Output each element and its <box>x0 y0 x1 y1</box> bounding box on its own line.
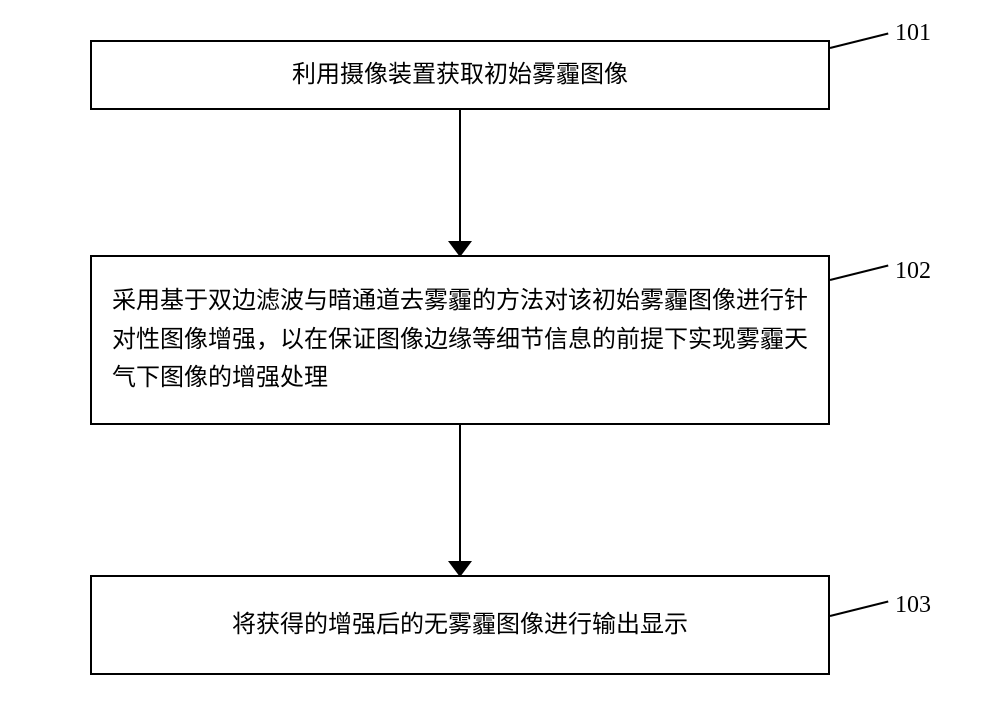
flow-step-2-text: 采用基于双边滤波与暗通道去雾霾的方法对该初始雾霾图像进行针对性图像增强，以在保证… <box>112 282 808 397</box>
flow-step-1-label: 101 <box>895 20 931 47</box>
flow-step-1: 利用摄像装置获取初始雾霾图像 <box>90 40 830 110</box>
leader-line-3 <box>830 601 889 617</box>
leader-line-2 <box>830 265 889 281</box>
leader-line-1 <box>830 33 889 49</box>
flow-step-3: 将获得的增强后的无雾霾图像进行输出显示 <box>90 575 830 675</box>
flowchart-canvas: 利用摄像装置获取初始雾霾图像 101 采用基于双边滤波与暗通道去雾霾的方法对该初… <box>0 0 1000 716</box>
flow-step-2-label: 102 <box>895 258 931 285</box>
arrow-2-3 <box>459 425 461 563</box>
flow-step-1-text: 利用摄像装置获取初始雾霾图像 <box>292 56 628 94</box>
flow-step-2: 采用基于双边滤波与暗通道去雾霾的方法对该初始雾霾图像进行针对性图像增强，以在保证… <box>90 255 830 425</box>
flow-step-3-text: 将获得的增强后的无雾霾图像进行输出显示 <box>232 606 688 644</box>
arrow-1-2 <box>459 110 461 243</box>
flow-step-3-label: 103 <box>895 592 931 619</box>
